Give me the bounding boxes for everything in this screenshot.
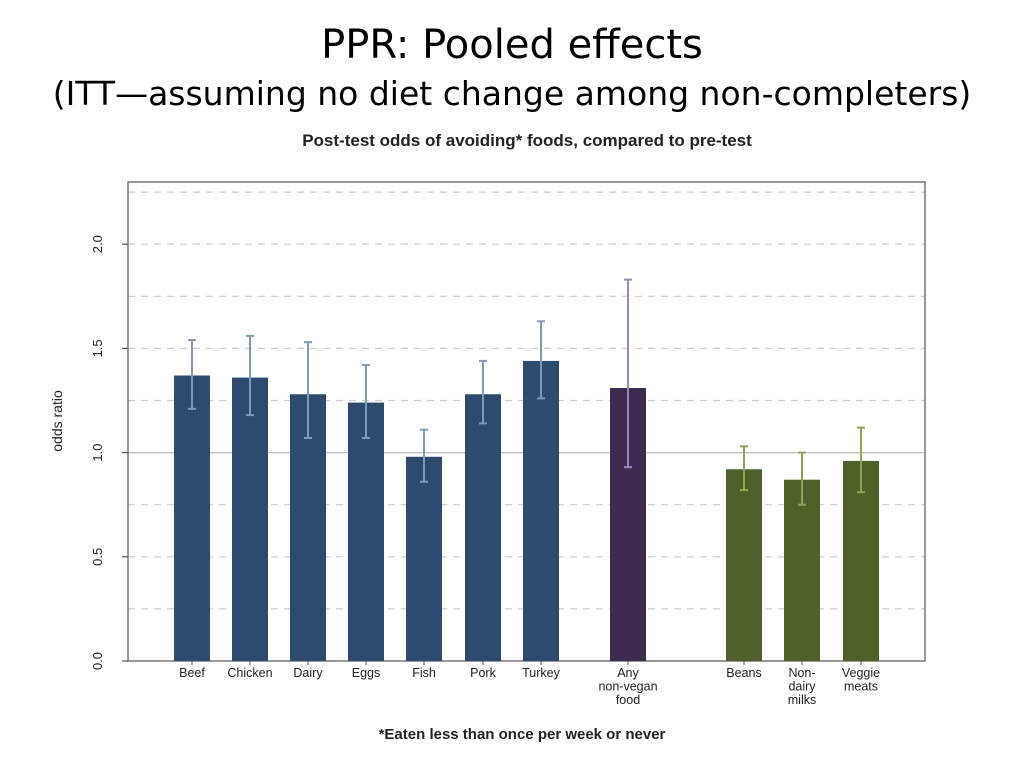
y-tick-label: 0.5 — [90, 548, 105, 566]
category-label: food — [616, 693, 640, 707]
category-label: Beef — [179, 666, 205, 680]
category-label: Veggie — [842, 666, 880, 680]
slide-subtitle: (ITT—assuming no diet change among non-c… — [52, 74, 972, 113]
category-label: Eggs — [352, 666, 381, 680]
error-bars — [188, 278, 865, 506]
bar — [232, 377, 268, 661]
y-tick-label: 1.0 — [90, 444, 105, 462]
category-label: non-vegan — [598, 680, 657, 694]
bar — [174, 375, 210, 661]
bar — [843, 460, 879, 661]
slide-title: PPR: Pooled effects — [321, 22, 703, 68]
y-tick-label: 0.0 — [90, 652, 105, 670]
category-label: milks — [788, 693, 816, 707]
y-axis-ticks: 0.0 0.5 1.0 1.5 2.0 — [90, 235, 128, 670]
bar — [465, 394, 501, 661]
category-label: Turkey — [522, 666, 560, 680]
bar — [726, 469, 762, 661]
y-tick-label: 1.5 — [90, 339, 105, 357]
bars — [174, 360, 879, 661]
bar — [406, 456, 442, 661]
y-tick-label: 2.0 — [90, 235, 105, 253]
category-label: Non- — [788, 666, 815, 680]
bar — [784, 479, 820, 661]
bar — [348, 402, 384, 661]
y-axis-label: odds ratio — [49, 390, 65, 452]
category-label: Fish — [412, 666, 436, 680]
bar — [523, 360, 559, 661]
category-label: meats — [844, 680, 878, 694]
category-label: Any — [617, 666, 639, 680]
chart-title: Post-test odds of avoiding* foods, compa… — [302, 131, 752, 150]
category-label: dairy — [788, 680, 816, 694]
category-label: Chicken — [227, 666, 272, 680]
category-labels: Beef Chicken Dairy Eggs Fish Pork Turkey Anynon… — [179, 661, 880, 707]
category-label: Pork — [470, 666, 496, 680]
category-label: Dairy — [293, 666, 323, 680]
chart-footnote: *Eaten less than once per week or never — [379, 726, 666, 743]
category-label: Beans — [726, 666, 761, 680]
